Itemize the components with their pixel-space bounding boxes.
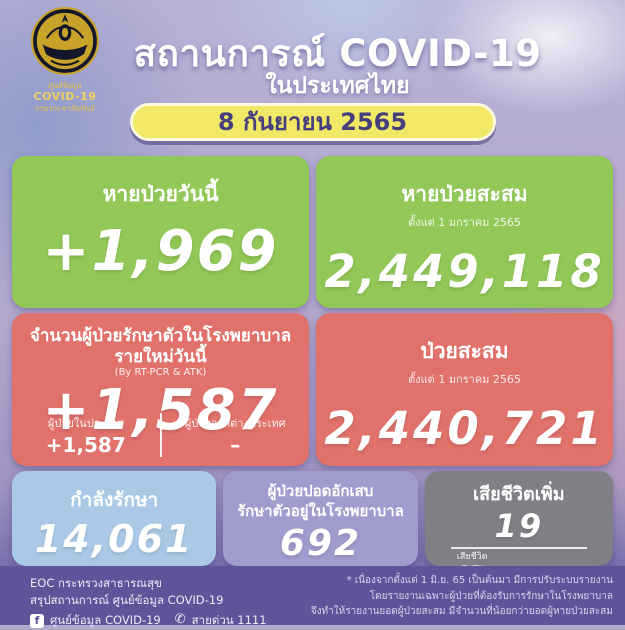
note-line1: * เนื่องจากตั้งแต่ 1 มิ.ย. 65 เป็นต้นมา … xyxy=(346,575,613,586)
facebook-page-name: ศูนย์ข้อมูล COVID-19 xyxy=(50,613,161,628)
card-pneumonia: ผู้ป่วยปอดอักเสบ รักษาตัวอยู่ในโรงพยาบาล… xyxy=(223,471,418,566)
facebook-icon: f xyxy=(30,613,44,628)
abroad-cases-value: – xyxy=(230,432,241,457)
pneumonia-label: ผู้ป่วยปอดอักเสบ รักษาตัวอยู่ในโรงพยาบาล xyxy=(223,471,417,522)
recovered-today-value: +1,969 xyxy=(42,219,279,284)
recovered-today-label: หายป่วยวันนี้ xyxy=(102,182,219,206)
footer-note: * เนื่องจากตั้งแต่ 1 มิ.ย. 65 เป็นต้นมา … xyxy=(311,573,613,620)
card-in-treatment: กำลังรักษา 14,061 xyxy=(12,471,217,566)
phone-icon: ✆ xyxy=(174,612,186,628)
footer-contact-row: f ศูนย์ข้อมูล COVID-19 ✆ สายด่วน 1111 xyxy=(30,611,267,630)
page-subtitle: ในประเทศไทย xyxy=(265,73,410,99)
card-recovered-total: หายป่วยสะสม ตั้งแต่ 1 มกราคม 2565 2,449,… xyxy=(316,156,613,308)
deaths-value: 19 xyxy=(494,507,544,545)
hotline-number: สายด่วน 1111 xyxy=(191,613,267,628)
new-cases-label-line1: จำนวนผู้ป่วยรักษาตัวในโรงพยาบาล xyxy=(29,326,292,346)
logo-text-line3: กรมประชาสัมพันธ์ xyxy=(35,104,95,114)
note-line3: จึงทำให้รายงานยอดผู้ป่วยสะสม มีจำนวนที่น… xyxy=(310,606,613,617)
cases-total-sublabel: ตั้งแต่ 1 มกราคม 2565 xyxy=(408,373,521,386)
department-seal-icon xyxy=(31,7,99,75)
recovered-total-sublabel: ตั้งแต่ 1 มกราคม 2565 xyxy=(408,216,521,229)
in-treatment-label: กำลังรักษา xyxy=(70,489,159,511)
pneumonia-label-line2: รักษาตัวอยู่ในโรงพยาบาล xyxy=(237,502,404,521)
pneumonia-label-line1: ผู้ป่วยปอดอักเสบ xyxy=(267,482,374,500)
footer-source-block: EOC กระทรวงสาธารณสุข สรุปสถานการณ์ ศูนย์… xyxy=(30,575,267,630)
card-deaths: เสียชีวิตเพิ่ม 19 เสียชีวิตสะสม ตั้งแต่ … xyxy=(424,471,613,604)
abroad-cases-label: ผู้ป่วยจากต่างประเทศ xyxy=(184,416,286,430)
recovered-total-value: 2,449,118 xyxy=(324,245,605,298)
stats-grid: หายป่วยวันนี้ +1,969 หายป่วยสะสม ตั้งแต่… xyxy=(12,156,613,604)
note-line2: โดยรายงานเฉพาะผู้ป่วยที่ต้องรับการรักษาใ… xyxy=(369,590,613,602)
card-new-cases: จำนวนผู้ป่วยรักษาตัวในโรงพยาบาล รายใหม่ว… xyxy=(12,313,309,466)
abroad-cases: ผู้ป่วยจากต่างประเทศ – xyxy=(162,414,310,457)
card-recovered-today: หายป่วยวันนี้ +1,969 xyxy=(12,156,309,308)
pneumonia-value: 692 xyxy=(279,522,362,564)
recovered-total-label: หายป่วยสะสม xyxy=(401,182,528,206)
new-cases-label-line3: (By RT-PCR & ATK) xyxy=(114,367,207,379)
cases-total-value: 2,440,721 xyxy=(324,402,605,455)
report-date-badge: 8 กันยายน 2565 xyxy=(129,103,496,141)
footer-line1: EOC กระทรวงสาธารณสุข xyxy=(30,576,162,590)
card-cases-total: ป่วยสะสม ตั้งแต่ 1 มกราคม 2565 2,440,721 xyxy=(316,313,613,466)
new-cases-label-line2: รายใหม่วันนี้ xyxy=(114,347,207,368)
in-treatment-value: 14,061 xyxy=(34,517,194,561)
logo-text-line1: ศูนย์ข้อมูล xyxy=(48,81,82,90)
logo-text-line2: COVID-19 xyxy=(33,90,97,104)
domestic-cases: ผู้ป่วยในประเทศ +1,587 xyxy=(12,414,160,457)
cases-total-label: ป่วยสะสม xyxy=(420,339,509,363)
domestic-cases-label: ผู้ป่วยในประเทศ xyxy=(47,416,124,430)
footer-line2: สรุปสถานการณ์ ศูนย์ข้อมูล COVID-19 xyxy=(30,592,224,607)
new-cases-breakdown: ผู้ป่วยในประเทศ +1,587 ผู้ป่วยจากต่างประ… xyxy=(12,413,309,457)
divider xyxy=(159,413,162,457)
domestic-cases-value: +1,587 xyxy=(45,432,126,457)
deaths-label: เสียชีวิตเพิ่ม xyxy=(473,484,565,505)
footer: EOC กระทรวงสาธารณสุข สรุปสถานการณ์ ศูนย์… xyxy=(0,566,625,628)
prd-logo: ศูนย์ข้อมูล COVID-19 กรมประชาสัมพันธ์ xyxy=(20,6,110,114)
page-title: สถานการณ์ COVID-19 xyxy=(133,32,542,75)
